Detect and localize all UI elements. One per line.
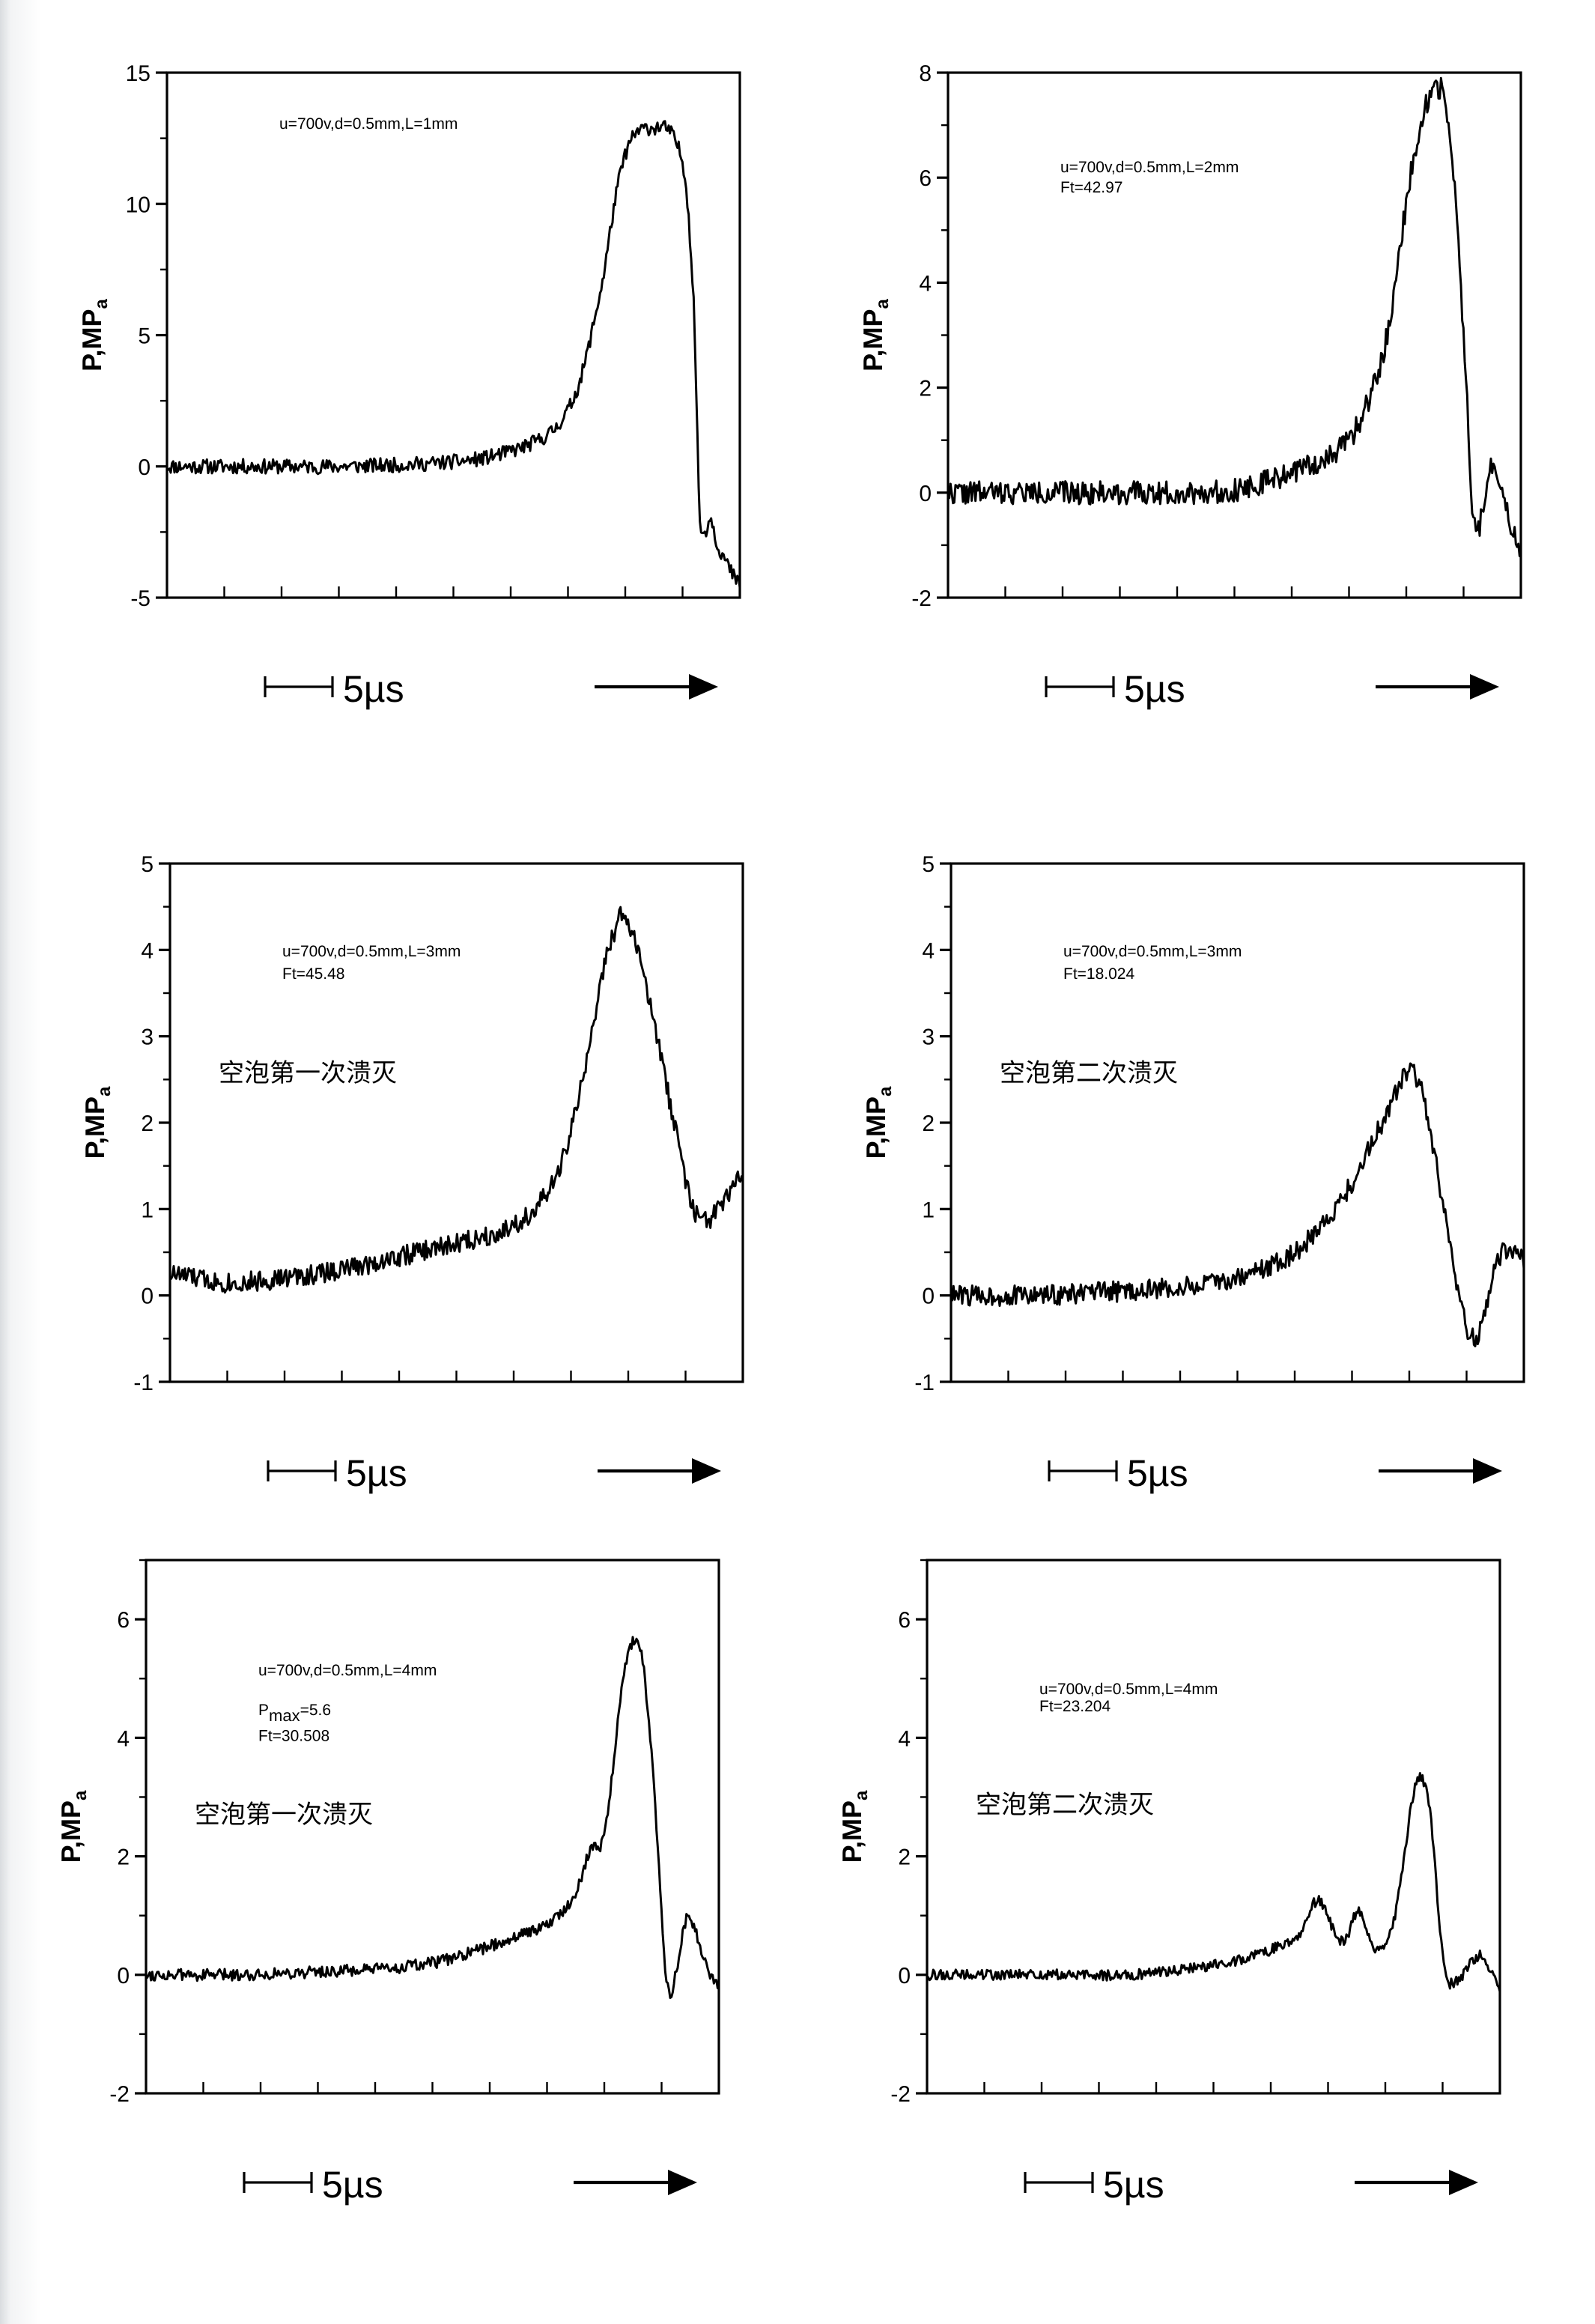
- svg-text:-2: -2: [911, 586, 932, 611]
- svg-text:5µs: 5µs: [346, 1452, 407, 1494]
- svg-text:u=700v,d=0.5mm,L=2mm: u=700v,d=0.5mm,L=2mm: [1060, 159, 1239, 176]
- svg-text:5µs: 5µs: [1124, 668, 1185, 710]
- svg-text:空泡第一次溃灭: 空泡第一次溃灭: [219, 1059, 397, 1087]
- svg-text:Ft=30.508: Ft=30.508: [258, 1728, 329, 1745]
- svg-text:空泡第一次溃灭: 空泡第一次溃灭: [195, 1800, 373, 1829]
- svg-text:P,MPa: P,MPa: [79, 1086, 115, 1159]
- svg-text:u=700v,d=0.5mm,L=4mm: u=700v,d=0.5mm,L=4mm: [258, 1662, 437, 1679]
- svg-text:4: 4: [141, 938, 154, 963]
- svg-text:-2: -2: [109, 2082, 130, 2107]
- svg-text:空泡第二次溃灭: 空泡第二次溃灭: [976, 1791, 1154, 1819]
- svg-text:u=700v,d=0.5mm,L=3mm: u=700v,d=0.5mm,L=3mm: [282, 943, 461, 960]
- svg-text:Ft=18.024: Ft=18.024: [1063, 965, 1134, 983]
- svg-text:15: 15: [126, 61, 151, 86]
- svg-text:8: 8: [919, 61, 932, 86]
- svg-text:6: 6: [117, 1608, 130, 1633]
- svg-text:10: 10: [126, 192, 151, 217]
- svg-text:0: 0: [922, 1284, 935, 1309]
- svg-text:3: 3: [141, 1025, 154, 1050]
- svg-text:空泡第二次溃灭: 空泡第二次溃灭: [1000, 1059, 1178, 1087]
- svg-text:P,MPa: P,MPa: [860, 1086, 896, 1159]
- svg-text:u=700v,d=0.5mm,L=4mm: u=700v,d=0.5mm,L=4mm: [1039, 1681, 1218, 1698]
- svg-text:1: 1: [922, 1198, 935, 1222]
- svg-text:0: 0: [138, 455, 151, 480]
- svg-text:-5: -5: [130, 586, 151, 611]
- svg-text:6: 6: [919, 166, 932, 191]
- svg-text:4: 4: [922, 938, 935, 963]
- svg-text:3: 3: [922, 1025, 935, 1050]
- svg-text:1: 1: [141, 1198, 154, 1222]
- svg-text:u=700v,d=0.5mm,L=3mm: u=700v,d=0.5mm,L=3mm: [1063, 943, 1242, 960]
- svg-text:5µs: 5µs: [1103, 2164, 1164, 2206]
- svg-text:5µs: 5µs: [322, 2164, 383, 2206]
- svg-text:P,MPa: P,MPa: [836, 1790, 872, 1863]
- svg-text:6: 6: [898, 1608, 911, 1633]
- svg-text:-2: -2: [890, 2082, 911, 2107]
- svg-text:0: 0: [117, 1964, 130, 1988]
- svg-text:2: 2: [117, 1845, 130, 1870]
- svg-text:2: 2: [898, 1845, 911, 1870]
- svg-text:5µs: 5µs: [343, 668, 404, 710]
- svg-text:Ft=23.204: Ft=23.204: [1039, 1698, 1111, 1715]
- svg-text:2: 2: [141, 1111, 154, 1136]
- svg-text:u=700v,d=0.5mm,L=1mm: u=700v,d=0.5mm,L=1mm: [279, 115, 458, 133]
- svg-text:Ft=45.48: Ft=45.48: [282, 965, 344, 983]
- svg-text:-1: -1: [133, 1371, 154, 1395]
- svg-text:0: 0: [919, 482, 932, 506]
- svg-text:P,MPa: P,MPa: [55, 1790, 91, 1863]
- svg-text:4: 4: [117, 1726, 130, 1751]
- svg-text:0: 0: [141, 1284, 154, 1309]
- svg-text:2: 2: [922, 1111, 935, 1136]
- svg-text:5: 5: [922, 852, 935, 877]
- svg-text:-1: -1: [914, 1371, 935, 1395]
- svg-text:4: 4: [898, 1726, 911, 1751]
- svg-text:0: 0: [898, 1964, 911, 1988]
- svg-text:P,MPa: P,MPa: [857, 298, 893, 371]
- svg-text:2: 2: [919, 377, 932, 401]
- svg-text:5µs: 5µs: [1127, 1452, 1188, 1494]
- svg-text:5: 5: [138, 324, 151, 349]
- svg-text:5: 5: [141, 852, 154, 877]
- svg-text:4: 4: [919, 271, 932, 296]
- svg-text:Ft=42.97: Ft=42.97: [1060, 179, 1122, 196]
- svg-text:P,MPa: P,MPa: [76, 298, 112, 371]
